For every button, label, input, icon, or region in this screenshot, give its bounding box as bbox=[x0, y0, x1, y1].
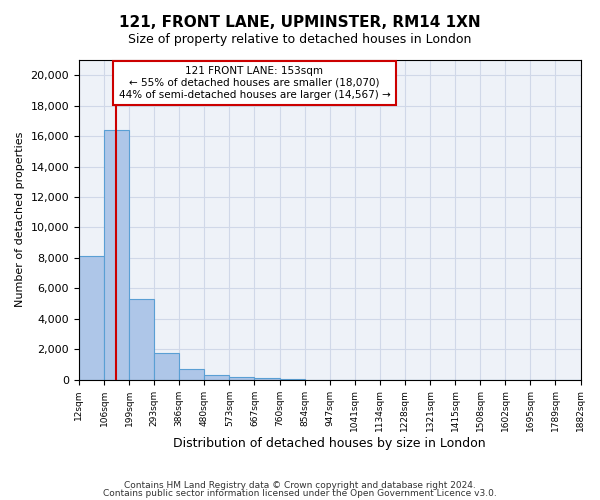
Y-axis label: Number of detached properties: Number of detached properties bbox=[15, 132, 25, 308]
Text: Contains public sector information licensed under the Open Government Licence v3: Contains public sector information licen… bbox=[103, 488, 497, 498]
Bar bbox=[280, 378, 305, 380]
Bar bbox=[79, 256, 104, 380]
Text: 121 FRONT LANE: 153sqm
← 55% of detached houses are smaller (18,070)
44% of semi: 121 FRONT LANE: 153sqm ← 55% of detached… bbox=[119, 66, 391, 100]
X-axis label: Distribution of detached houses by size in London: Distribution of detached houses by size … bbox=[173, 437, 486, 450]
Bar bbox=[179, 369, 205, 380]
Bar bbox=[154, 353, 179, 380]
Text: Size of property relative to detached houses in London: Size of property relative to detached ho… bbox=[128, 32, 472, 46]
Text: 121, FRONT LANE, UPMINSTER, RM14 1XN: 121, FRONT LANE, UPMINSTER, RM14 1XN bbox=[119, 15, 481, 30]
Bar bbox=[104, 130, 129, 380]
Text: Contains HM Land Registry data © Crown copyright and database right 2024.: Contains HM Land Registry data © Crown c… bbox=[124, 481, 476, 490]
Bar bbox=[205, 375, 229, 380]
Bar bbox=[129, 299, 154, 380]
Bar bbox=[229, 377, 254, 380]
Bar bbox=[254, 378, 280, 380]
